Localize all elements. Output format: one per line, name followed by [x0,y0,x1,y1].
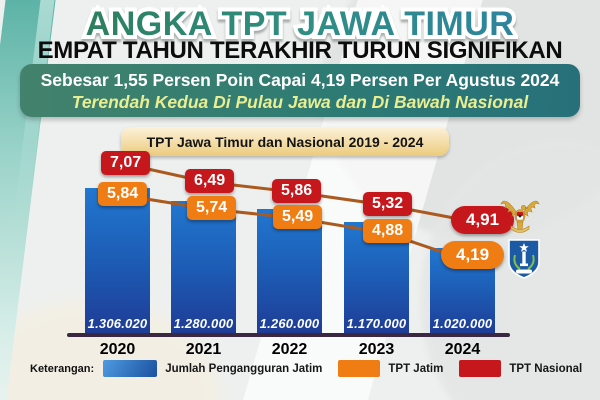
tpt-nasional-label-2020: 7,07 [101,151,151,175]
tpt-jatim-label-2022: 5,49 [273,205,323,229]
page-subtitle: EMPAT TAHUN TERAKHIR TURUN SIGNIFIKAN [37,37,563,64]
legend: Keterangan: Jumlah Pengangguran Jatim TP… [30,360,585,377]
tpt-jatim-label-2021: 5,74 [187,196,237,220]
x-tick-2022: 2022 [271,341,308,358]
bar-value-2022: 1.260.000 [259,316,320,331]
page-title-text: ANGKA TPT JAWA TIMUR [0,5,600,44]
x-tick-2024: 2024 [444,341,481,358]
legend-swatch-tpt-jatim [338,360,381,377]
legend-label-pengangguran: Jumlah Pengangguran Jatim [165,362,323,375]
bar-2021: 1.280.000 [171,201,236,334]
tpt-jatim-label-2020: 5,84 [98,182,148,206]
bar-value-2024: 1.020.000 [432,316,493,331]
tpt-nasional-label-2022: 5,86 [272,179,322,203]
x-tick-2020: 2020 [99,341,136,358]
bar-value-2021: 1.280.000 [173,316,234,331]
banner-line-2: Terendah Kedua Di Pulau Jawa dan Di Bawa… [71,91,529,112]
tpt-jatim-label-2023: 4,88 [363,219,413,243]
legend-label-tpt-jatim: TPT Jatim [388,362,444,375]
page-title: ANGKA TPT JAWA TIMUR ANGKA TPT JAWA TIMU… [0,1,600,47]
garuda-pancasila-icon [500,200,540,233]
chart-title: TPT Jawa Timur dan Nasional 2019 - 2024 [121,127,449,156]
x-axis-line [67,333,510,337]
banner-line-1: Sebesar 1,55 Persen Poin Capai 4,19 Pers… [40,70,560,90]
jawa-timur-emblem-icon [508,239,540,279]
x-tick-2023: 2023 [358,341,395,358]
bar-2020: 1.306.020 [85,188,150,334]
legend-title: Keterangan: [30,362,95,375]
x-tick-2021: 2021 [185,341,222,358]
legend-swatch-pengangguran [103,360,158,377]
tpt-nasional-label-2021: 6,49 [185,169,235,193]
tpt-jatim-label-2024: 4,19 [441,241,505,269]
bar-value-2020: 1.306.020 [87,316,148,331]
highlight-banner: Sebesar 1,55 Persen Poin Capai 4,19 Pers… [20,64,580,117]
bar-value-2023: 1.170.000 [346,316,407,331]
tpt-nasional-label-2023: 5,32 [363,192,413,216]
legend-swatch-tpt-nasional [459,360,502,377]
legend-label-tpt-nasional: TPT Nasional [509,362,583,375]
page-title-outline: ANGKA TPT JAWA TIMUR [0,1,600,47]
